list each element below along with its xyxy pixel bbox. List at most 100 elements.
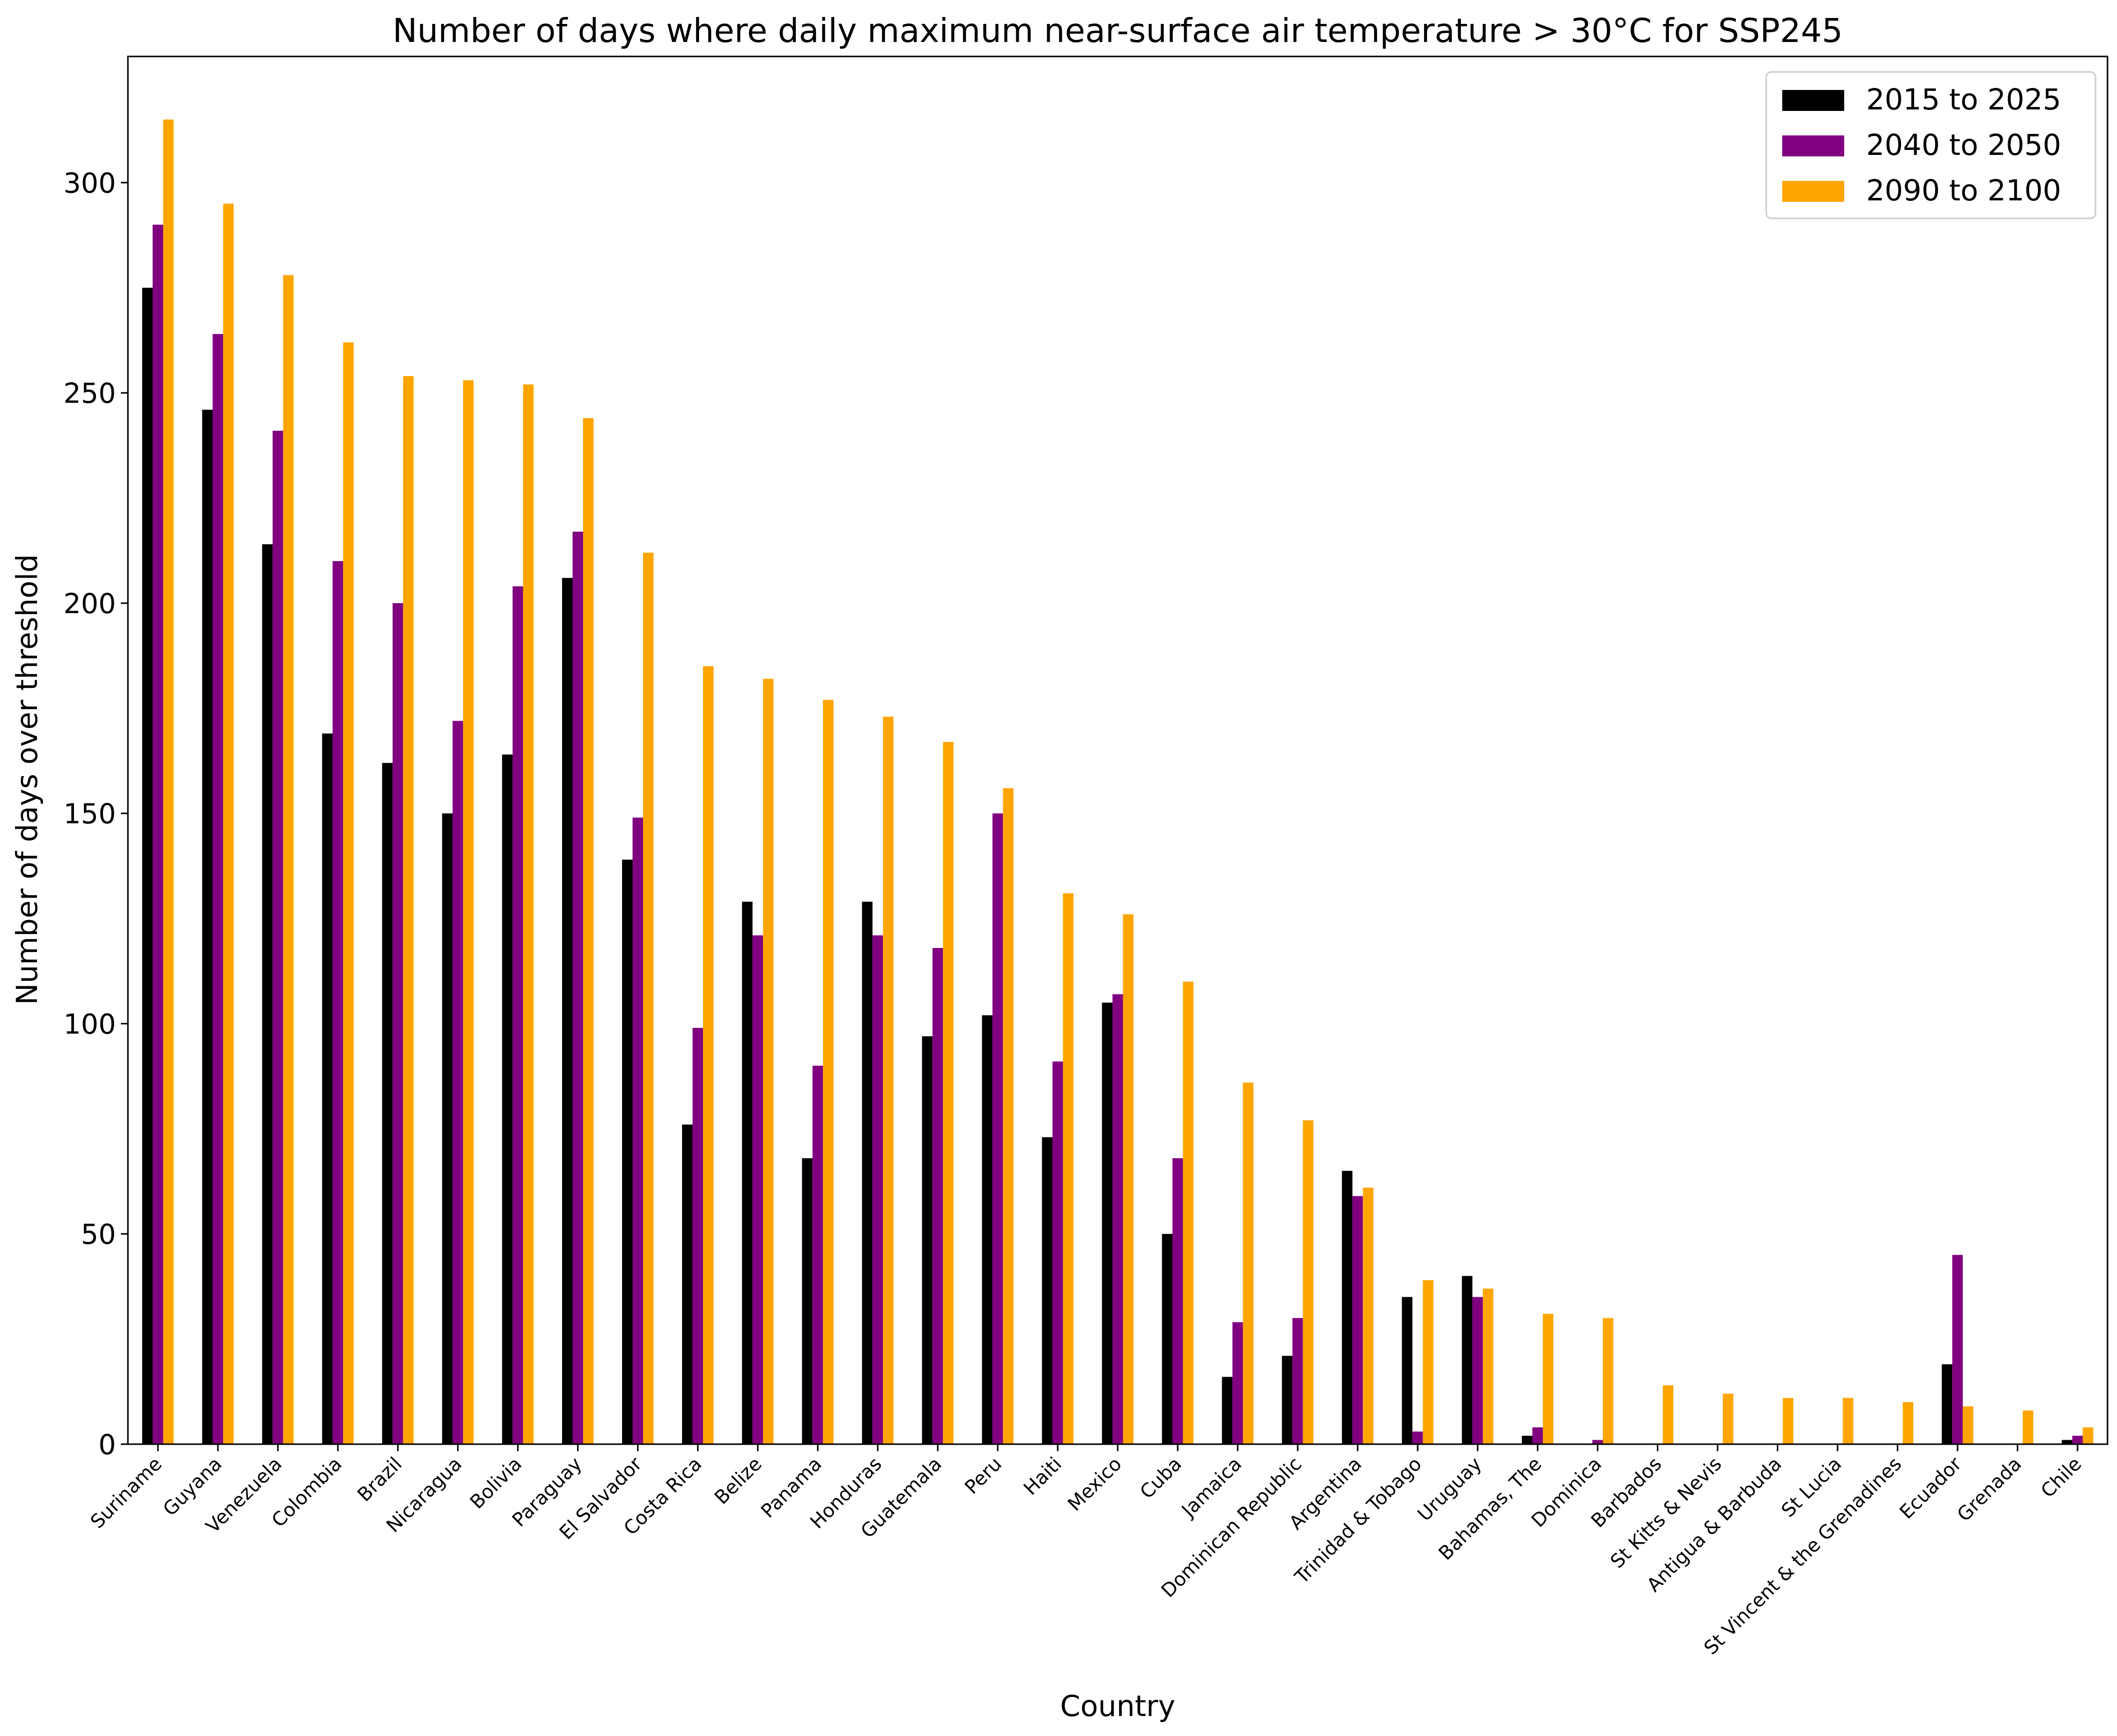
bar-3-33	[2083, 1427, 2094, 1444]
bar-3-27	[1723, 1394, 1734, 1444]
y-tick-label-2: 50	[81, 1218, 116, 1250]
x-tick-label-11: Belize	[710, 1453, 766, 1509]
bar-1-16	[1042, 1137, 1053, 1444]
bar-3-29	[1843, 1398, 1854, 1444]
bar-3-12	[823, 700, 834, 1444]
bar-2-3	[272, 430, 283, 1445]
bar-3-25	[1602, 1318, 1613, 1444]
bar-1-14	[922, 1036, 933, 1444]
bar-1-20	[1282, 1356, 1293, 1444]
x-axis-label: Country	[1060, 1689, 1175, 1723]
x-tick-label-15: Peru	[960, 1453, 1006, 1498]
bar-2-8	[572, 531, 583, 1444]
bar-1-11	[742, 901, 753, 1444]
bar-3-9	[643, 552, 654, 1444]
bar-2-20	[1292, 1318, 1303, 1444]
legend-label-2: 2040 to 2050	[1866, 128, 2061, 162]
bar-1-18	[1162, 1234, 1173, 1444]
bar-1-19	[1222, 1377, 1233, 1444]
bar-3-5	[403, 376, 414, 1444]
x-tick-label-33: Chile	[2037, 1453, 2086, 1502]
bar-3-7	[523, 384, 534, 1445]
bar-1-24	[1521, 1436, 1532, 1444]
x-tick-label-1: Suriname	[86, 1453, 166, 1533]
bar-3-13	[883, 717, 894, 1444]
bar-3-26	[1663, 1385, 1674, 1444]
y-axis: 0 50 100 150 200 250 300	[63, 167, 128, 1461]
bar-2-7	[512, 586, 523, 1444]
bar-3-22	[1422, 1280, 1433, 1444]
x-tick-label-5: Brazil	[353, 1453, 406, 1506]
bar-3-31	[1963, 1406, 1974, 1444]
bar-1-10	[682, 1124, 693, 1444]
legend-swatch-3	[1782, 181, 1844, 202]
bar-2-12	[812, 1065, 823, 1444]
bar-2-13	[872, 935, 883, 1444]
bar-2-31	[1952, 1255, 1963, 1444]
bar-3-8	[583, 418, 594, 1445]
bar-2-10	[693, 1027, 704, 1444]
bar-2-18	[1172, 1158, 1183, 1444]
x-tick-label-16: Haiti	[1019, 1453, 1066, 1499]
bar-1-21	[1342, 1171, 1353, 1444]
bar-1-23	[1461, 1276, 1472, 1444]
bar-2-25	[1592, 1440, 1603, 1444]
bar-2-16	[1052, 1061, 1063, 1444]
y-tick-label-7: 300	[63, 167, 116, 199]
bar-3-10	[703, 666, 714, 1444]
bar-1-33	[2062, 1440, 2073, 1444]
bar-3-19	[1243, 1082, 1254, 1444]
x-tick-label-27: St Kitts & Nevis	[1606, 1453, 1726, 1572]
y-tick-label-4: 150	[63, 798, 116, 830]
bar-3-28	[1783, 1398, 1794, 1444]
bar-2-1	[152, 224, 163, 1445]
y-tick-label-1: 0	[98, 1429, 116, 1461]
bar-3-17	[1123, 914, 1134, 1444]
bar-2-14	[932, 948, 943, 1444]
y-tick-label-6: 250	[63, 377, 116, 409]
bar-3-3	[283, 275, 294, 1444]
bar-2-4	[332, 561, 343, 1444]
chart-title: Number of days where daily maximum near-…	[393, 11, 1843, 50]
y-tick-label-3: 100	[63, 1008, 116, 1040]
bar-2-33	[2072, 1436, 2083, 1444]
bar-3-15	[1003, 788, 1014, 1444]
bar-1-22	[1402, 1297, 1412, 1444]
bar-1-9	[622, 860, 633, 1444]
bar-2-21	[1352, 1196, 1363, 1444]
bar-3-18	[1183, 981, 1194, 1444]
bar-1-13	[862, 901, 873, 1444]
bar-3-20	[1303, 1120, 1314, 1444]
bar-3-21	[1363, 1187, 1374, 1444]
bar-1-4	[322, 733, 333, 1444]
x-tick-label-7: Bolivia	[466, 1453, 526, 1513]
plot-area	[127, 55, 2109, 1445]
bar-2-17	[1112, 994, 1123, 1444]
bar-3-23	[1482, 1288, 1493, 1444]
bar-2-5	[392, 603, 403, 1444]
x-tick-label-17: Mexico	[1063, 1453, 1126, 1515]
bar-3-32	[2023, 1410, 2034, 1444]
legend-label-1: 2015 to 2025	[1866, 82, 2061, 116]
y-axis-label: Number of days over threshold	[10, 554, 44, 1005]
bar-2-15	[992, 813, 1003, 1444]
bar-3-6	[463, 380, 474, 1444]
bar-3-11	[763, 679, 774, 1444]
bar-3-24	[1542, 1314, 1553, 1444]
bar-1-17	[1102, 1002, 1113, 1444]
bar-3-14	[943, 742, 954, 1444]
bar-3-16	[1063, 893, 1074, 1444]
x-tick-label-24: Bahamas, The	[1434, 1453, 1546, 1564]
legend-box	[1765, 71, 2097, 219]
x-tick-label-32: Grenada	[1953, 1453, 2026, 1526]
x-tick-label-18: Cuba	[1136, 1453, 1186, 1503]
legend-swatch-2	[1782, 135, 1844, 156]
bar-2-11	[752, 935, 763, 1444]
y-tick-label-5: 200	[63, 588, 116, 620]
bar-2-22	[1412, 1431, 1423, 1444]
bar-2-9	[633, 818, 644, 1444]
bar-1-15	[982, 1015, 993, 1444]
